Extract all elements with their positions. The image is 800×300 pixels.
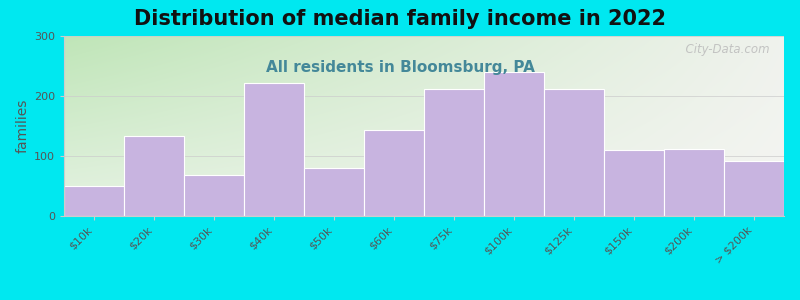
Bar [544, 89, 604, 216]
Bar [664, 149, 724, 216]
Bar [64, 186, 124, 216]
Bar [364, 130, 424, 216]
Text: City-Data.com: City-Data.com [678, 43, 770, 56]
Bar [124, 136, 184, 216]
Y-axis label: families: families [16, 99, 30, 153]
Bar [604, 150, 664, 216]
Bar [484, 72, 544, 216]
Bar [724, 161, 784, 216]
Text: All residents in Bloomsburg, PA: All residents in Bloomsburg, PA [266, 60, 534, 75]
Bar [244, 83, 304, 216]
Text: Distribution of median family income in 2022: Distribution of median family income in … [134, 9, 666, 29]
Bar [424, 89, 484, 216]
Bar [184, 175, 244, 216]
Bar [304, 168, 364, 216]
